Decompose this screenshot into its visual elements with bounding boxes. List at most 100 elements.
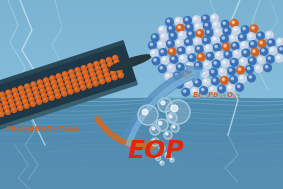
Circle shape xyxy=(169,32,177,40)
Polygon shape xyxy=(0,59,283,62)
Circle shape xyxy=(44,98,45,100)
Circle shape xyxy=(24,103,29,108)
Circle shape xyxy=(220,70,223,72)
Circle shape xyxy=(22,96,24,97)
Circle shape xyxy=(68,86,69,87)
Circle shape xyxy=(171,34,173,36)
Circle shape xyxy=(108,62,113,67)
Circle shape xyxy=(29,97,34,102)
Circle shape xyxy=(42,93,46,98)
Circle shape xyxy=(150,43,153,46)
Circle shape xyxy=(21,95,26,100)
Polygon shape xyxy=(0,20,283,23)
FancyArrowPatch shape xyxy=(95,116,157,152)
Circle shape xyxy=(195,45,203,53)
Circle shape xyxy=(67,85,72,90)
Circle shape xyxy=(158,122,162,125)
Circle shape xyxy=(20,87,21,88)
Circle shape xyxy=(25,84,30,89)
Circle shape xyxy=(265,66,268,68)
Circle shape xyxy=(26,85,27,87)
Polygon shape xyxy=(0,79,283,82)
Circle shape xyxy=(94,62,99,67)
Circle shape xyxy=(156,156,158,158)
Circle shape xyxy=(186,40,188,42)
Circle shape xyxy=(224,45,226,47)
Circle shape xyxy=(196,30,204,37)
Circle shape xyxy=(50,76,55,81)
Circle shape xyxy=(18,105,23,110)
Polygon shape xyxy=(0,39,283,43)
Circle shape xyxy=(138,105,158,125)
Circle shape xyxy=(73,83,78,88)
Circle shape xyxy=(225,29,227,31)
Circle shape xyxy=(168,64,175,72)
Circle shape xyxy=(206,52,214,60)
Circle shape xyxy=(80,82,82,83)
Circle shape xyxy=(258,40,266,47)
Circle shape xyxy=(62,91,67,96)
Circle shape xyxy=(221,77,228,84)
Circle shape xyxy=(150,125,160,135)
Circle shape xyxy=(63,72,67,77)
Circle shape xyxy=(83,70,88,75)
Circle shape xyxy=(255,65,262,72)
Circle shape xyxy=(257,32,264,40)
Circle shape xyxy=(71,75,72,77)
Polygon shape xyxy=(0,3,283,7)
Circle shape xyxy=(187,64,189,67)
Circle shape xyxy=(98,71,99,73)
Circle shape xyxy=(8,95,10,97)
Text: Bi$_{2.5}$Pb$_{0.5}$O$_{4.5}$: Bi$_{2.5}$Pb$_{0.5}$O$_{4.5}$ xyxy=(192,91,241,101)
Circle shape xyxy=(151,34,159,41)
Circle shape xyxy=(214,28,222,36)
Polygon shape xyxy=(0,150,283,153)
Circle shape xyxy=(109,63,110,64)
Circle shape xyxy=(106,57,112,63)
Circle shape xyxy=(12,88,17,93)
Circle shape xyxy=(231,77,233,80)
Polygon shape xyxy=(0,156,283,159)
Circle shape xyxy=(236,84,243,91)
Circle shape xyxy=(232,21,234,24)
Circle shape xyxy=(35,95,40,100)
Circle shape xyxy=(166,133,168,135)
Circle shape xyxy=(55,90,57,91)
Circle shape xyxy=(177,63,184,71)
Circle shape xyxy=(178,26,181,28)
Polygon shape xyxy=(0,10,283,13)
Circle shape xyxy=(229,69,232,71)
Circle shape xyxy=(168,25,175,33)
Circle shape xyxy=(260,41,262,44)
Circle shape xyxy=(171,105,178,112)
Circle shape xyxy=(197,53,205,61)
Circle shape xyxy=(184,17,191,24)
Circle shape xyxy=(212,77,219,85)
Circle shape xyxy=(63,92,64,94)
Circle shape xyxy=(152,127,155,130)
Circle shape xyxy=(187,25,189,28)
Circle shape xyxy=(158,65,166,73)
Circle shape xyxy=(251,42,253,45)
Circle shape xyxy=(70,71,71,72)
Circle shape xyxy=(89,68,94,73)
Circle shape xyxy=(197,47,199,49)
Circle shape xyxy=(95,63,96,64)
Circle shape xyxy=(195,39,198,42)
Circle shape xyxy=(203,22,211,30)
Circle shape xyxy=(149,42,156,49)
Circle shape xyxy=(239,34,246,41)
Circle shape xyxy=(32,83,33,84)
Circle shape xyxy=(193,72,196,74)
Circle shape xyxy=(203,78,210,86)
Circle shape xyxy=(249,76,252,78)
Circle shape xyxy=(24,100,25,101)
Polygon shape xyxy=(0,162,283,165)
Circle shape xyxy=(112,71,113,73)
Circle shape xyxy=(165,73,172,80)
Circle shape xyxy=(49,92,50,93)
Polygon shape xyxy=(0,41,124,94)
Circle shape xyxy=(275,55,283,62)
Circle shape xyxy=(167,20,170,22)
Circle shape xyxy=(49,95,54,100)
